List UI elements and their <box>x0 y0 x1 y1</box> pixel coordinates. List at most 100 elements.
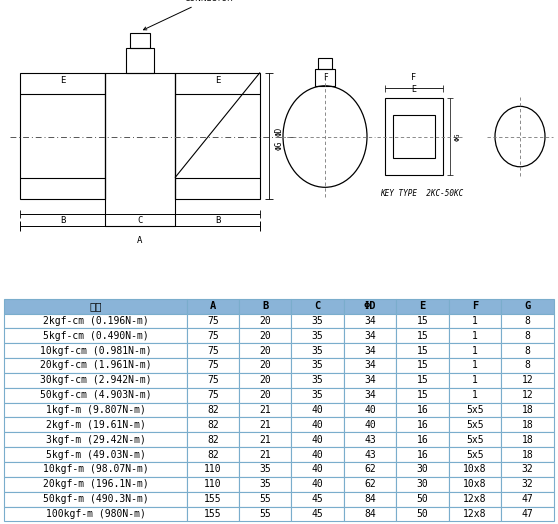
Bar <box>344 358 396 373</box>
Bar <box>186 313 239 329</box>
Text: ΦG: ΦG <box>455 132 461 141</box>
Bar <box>449 299 501 313</box>
Text: 21: 21 <box>259 435 271 445</box>
Bar <box>4 447 186 462</box>
Bar <box>318 58 332 69</box>
Bar <box>344 477 396 492</box>
Text: 1: 1 <box>472 361 478 370</box>
Bar <box>4 373 186 388</box>
Bar <box>396 507 449 521</box>
Bar <box>186 343 239 358</box>
Bar <box>239 388 291 402</box>
Bar <box>315 69 335 86</box>
Bar <box>344 299 396 313</box>
Bar <box>239 402 291 418</box>
Bar <box>291 507 344 521</box>
Bar <box>501 299 554 313</box>
Text: KEY TYPE  2KC-50KC: KEY TYPE 2KC-50KC <box>380 189 463 198</box>
Text: 40: 40 <box>312 420 324 430</box>
Bar <box>186 418 239 432</box>
Text: 8: 8 <box>525 316 530 326</box>
Text: 84: 84 <box>364 494 376 504</box>
Text: F: F <box>323 73 328 82</box>
Bar <box>385 98 443 175</box>
Text: 75: 75 <box>207 390 219 400</box>
Bar <box>186 402 239 418</box>
Text: 50: 50 <box>417 494 429 504</box>
Text: 45: 45 <box>312 494 324 504</box>
Bar <box>501 313 554 329</box>
Text: 15: 15 <box>417 346 429 356</box>
Text: 75: 75 <box>207 331 219 341</box>
Text: 75: 75 <box>207 375 219 385</box>
Text: 34: 34 <box>364 390 376 400</box>
Text: A: A <box>210 301 216 311</box>
Bar <box>291 418 344 432</box>
Bar <box>501 418 554 432</box>
Bar <box>344 492 396 507</box>
Bar <box>344 313 396 329</box>
Text: 82: 82 <box>207 435 219 445</box>
Bar <box>396 329 449 343</box>
Bar <box>126 48 154 72</box>
Text: 34: 34 <box>364 346 376 356</box>
Bar <box>501 329 554 343</box>
Bar <box>4 462 186 477</box>
Text: 16: 16 <box>417 450 429 460</box>
Text: 18: 18 <box>521 450 533 460</box>
Bar <box>501 388 554 402</box>
Bar <box>501 373 554 388</box>
Bar <box>186 358 239 373</box>
Bar <box>449 402 501 418</box>
Bar <box>396 432 449 447</box>
Text: 20: 20 <box>259 316 271 326</box>
Bar <box>449 447 501 462</box>
Text: 40: 40 <box>364 420 376 430</box>
Bar <box>186 373 239 388</box>
Bar <box>449 388 501 402</box>
Text: G: G <box>524 301 531 311</box>
Text: B: B <box>215 216 220 225</box>
Bar <box>186 507 239 521</box>
Text: 40: 40 <box>312 464 324 474</box>
Bar <box>396 492 449 507</box>
Bar <box>186 329 239 343</box>
Text: 30: 30 <box>417 479 429 489</box>
Bar <box>239 343 291 358</box>
Text: 21: 21 <box>259 450 271 460</box>
Text: 10kgf-m (98.07N-m): 10kgf-m (98.07N-m) <box>42 464 148 474</box>
Bar <box>396 462 449 477</box>
Text: 20: 20 <box>259 346 271 356</box>
Text: 1: 1 <box>472 375 478 385</box>
Bar <box>501 343 554 358</box>
Text: 15: 15 <box>417 390 429 400</box>
Text: 16: 16 <box>417 435 429 445</box>
Text: 18: 18 <box>521 405 533 415</box>
Text: 110: 110 <box>204 479 222 489</box>
Text: 75: 75 <box>207 346 219 356</box>
Text: 34: 34 <box>364 375 376 385</box>
Bar <box>291 343 344 358</box>
Text: F: F <box>411 73 416 82</box>
Bar <box>396 358 449 373</box>
Text: 5kgf-cm (0.490N-m): 5kgf-cm (0.490N-m) <box>42 331 148 341</box>
Bar <box>344 418 396 432</box>
Text: E: E <box>411 85 416 94</box>
Text: 16: 16 <box>417 405 429 415</box>
Bar <box>186 477 239 492</box>
Text: 55: 55 <box>259 494 271 504</box>
Text: 34: 34 <box>364 316 376 326</box>
Text: 8: 8 <box>525 346 530 356</box>
Text: 35: 35 <box>312 361 324 370</box>
Bar <box>4 492 186 507</box>
Bar <box>239 373 291 388</box>
Text: CONNECTOR: CONNECTOR <box>143 0 233 30</box>
Bar <box>4 507 186 521</box>
Bar <box>239 462 291 477</box>
Text: 82: 82 <box>207 450 219 460</box>
Bar <box>501 507 554 521</box>
Text: 50kgf-m (490.3N-m): 50kgf-m (490.3N-m) <box>42 494 148 504</box>
Text: E: E <box>420 301 426 311</box>
Bar <box>291 373 344 388</box>
Text: 2kgf-m (19.61N-m): 2kgf-m (19.61N-m) <box>46 420 146 430</box>
